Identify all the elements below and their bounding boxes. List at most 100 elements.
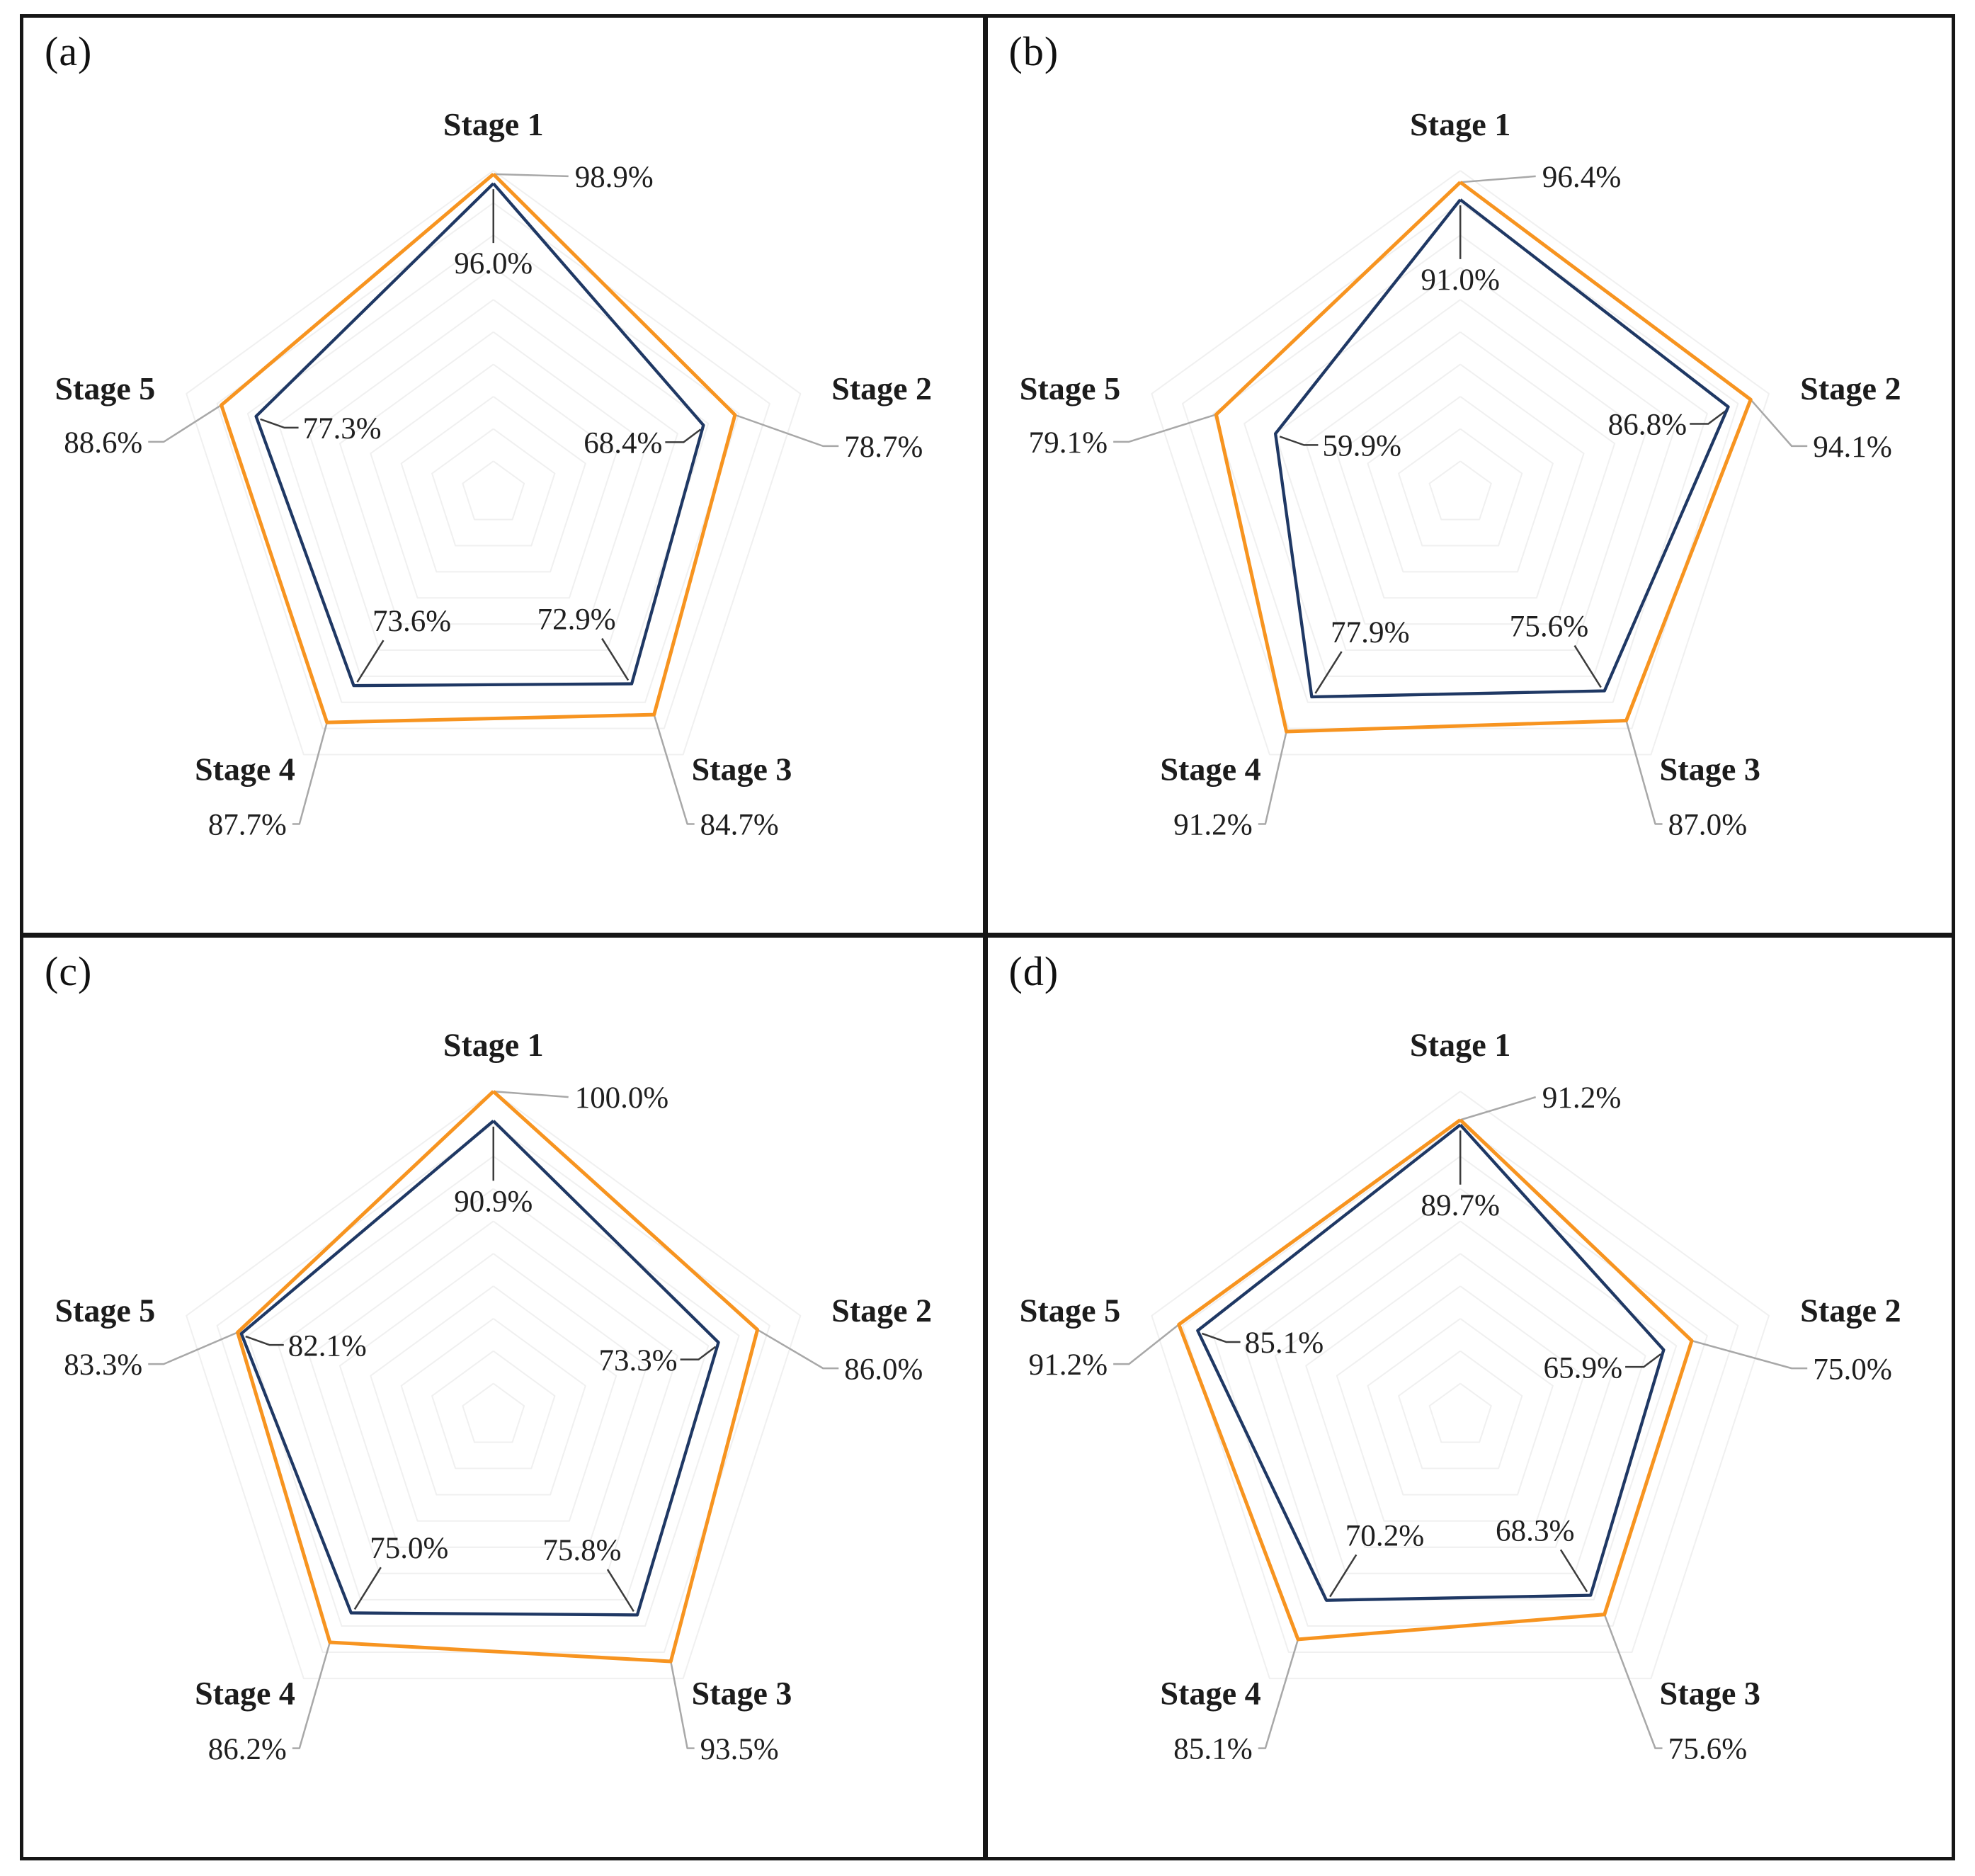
value-label-inner: 73.6% (372, 605, 451, 638)
stage-axis-label: Stage 4 (1160, 1675, 1260, 1711)
leader-line-inner (1573, 644, 1602, 688)
stage-axis-label: Stage 1 (1409, 106, 1510, 142)
value-label-outer: 93.5% (700, 1732, 779, 1766)
leader-line-outer (756, 1328, 839, 1369)
grid-ring (400, 396, 586, 573)
value-label-inner: 85.1% (1244, 1326, 1324, 1360)
value-label-inner: 72.9% (537, 603, 616, 637)
leader-line-outer (734, 414, 839, 448)
value-label-inner: 90.9% (454, 1185, 533, 1218)
value-label-inner: 75.0% (370, 1532, 448, 1565)
radar-chart-b: 96.4% 91.0% Stage 1 94.1% 86.8% Stage 2 87.0% 7… (1019, 106, 1901, 842)
radar-panel-c: 100.0% 90.9% Stage 1 86.0% 73.3% Stage 2 93.5%… (23, 937, 988, 1857)
grid-ring (1397, 1350, 1522, 1469)
value-label-inner: 68.4% (584, 426, 662, 460)
leader-line-inner (1624, 1353, 1661, 1368)
grid-ring (431, 1350, 556, 1469)
series-outer-polygon (220, 173, 737, 724)
leader-line-outer (1749, 399, 1807, 448)
leader-line-inner (260, 418, 299, 429)
value-label-outer: 94.1% (1813, 431, 1892, 464)
value-label-inner: 91.0% (1421, 263, 1500, 297)
grid-ring (1150, 1090, 1770, 1679)
leader-line-inner (1689, 410, 1726, 425)
grid-ring (246, 1155, 740, 1627)
value-label-inner: 65.9% (1543, 1351, 1622, 1385)
series-outer-polygon (236, 1089, 760, 1664)
leader-line-outer (653, 714, 695, 825)
leader-line-outer (670, 1661, 695, 1749)
panel-letter-d: (d) (1008, 948, 1059, 994)
stage-axis-label: Stage 5 (55, 1292, 156, 1328)
value-label-outer: 96.4% (1542, 161, 1621, 194)
leader-line-outer (493, 1090, 569, 1098)
leader-line-outer (1603, 1613, 1663, 1749)
grid-ring (246, 234, 740, 703)
grid-ring (370, 1285, 617, 1522)
radar-panel-d: 91.2% 89.7% Stage 1 75.0% 65.9% Stage 2 75.6% 6… (987, 937, 1952, 1857)
grid-ring (338, 331, 648, 625)
value-label-outer: 87.0% (1668, 809, 1747, 842)
value-label-outer: 86.0% (844, 1353, 923, 1386)
series-inner-polygon (254, 182, 705, 688)
leader-line-inner (353, 1566, 382, 1610)
stage-axis-label: Stage 5 (1019, 1292, 1120, 1328)
grid-ring (1336, 363, 1585, 599)
grid-ring (1274, 1220, 1646, 1574)
stage-axis-label: Stage 4 (195, 1675, 295, 1711)
leader-line-outer (292, 1642, 331, 1749)
figure-grid: 98.9% 96.0% Stage 1 78.7% 68.4% Stage 2 84.7% 7… (20, 14, 1955, 1860)
radar-panel-b: 96.4% 91.0% Stage 1 94.1% 86.8% Stage 2 87.0% 7… (987, 18, 1952, 938)
leader-line-outer (148, 404, 222, 443)
leader-line-outer (1258, 1638, 1299, 1749)
leader-line-inner (601, 637, 630, 681)
value-label-outer: 86.2% (208, 1732, 287, 1766)
grid-ring (1212, 1155, 1708, 1627)
value-label-outer: 88.6% (64, 426, 142, 460)
stage-axis-label: Stage 2 (1800, 370, 1901, 407)
value-label-outer: 78.7% (844, 431, 923, 464)
stage-axis-label: Stage 2 (831, 1292, 932, 1328)
radar-chart-a: 98.9% 96.0% Stage 1 78.7% 68.4% Stage 2 84.7% 7… (55, 106, 932, 841)
radar-chart-c: 100.0% 90.9% Stage 1 86.0% 73.3% Stage 2 93.5%… (55, 1026, 933, 1766)
grid-ring (1243, 266, 1677, 677)
value-label-inner: 77.3% (303, 412, 382, 445)
value-label-outer: 98.9% (575, 161, 654, 194)
leader-line-outer (1624, 720, 1663, 825)
leader-line-outer (292, 722, 328, 825)
leader-line-inner (606, 1568, 634, 1612)
value-label-outer: 91.2% (1173, 809, 1253, 842)
leader-line-outer (1112, 1323, 1180, 1365)
series-inner-polygon (1195, 1123, 1666, 1602)
leader-line-inner (245, 1335, 284, 1346)
grid-ring (1243, 1188, 1677, 1601)
leader-line-inner (356, 639, 385, 683)
stage-axis-label: Stage 3 (1659, 1675, 1760, 1711)
grid-ring (1428, 1382, 1492, 1443)
value-label-outer: 100.0% (575, 1081, 669, 1115)
value-label-outer: 79.1% (1028, 426, 1108, 460)
stage-axis-label: Stage 1 (1409, 1026, 1510, 1062)
grid-ring (1366, 1317, 1554, 1496)
value-label-inner: 75.8% (542, 1533, 621, 1567)
stage-axis-label: Stage 4 (1160, 751, 1260, 788)
grid-ring (338, 1252, 648, 1548)
grid-ring (186, 170, 802, 756)
leader-line-outer (1459, 1096, 1536, 1121)
grid-ring (1428, 460, 1492, 521)
series-outer-polygon (1176, 1118, 1694, 1641)
stage-axis-label: Stage 4 (195, 751, 295, 788)
panel-letter-c: (c) (45, 948, 93, 994)
leader-line-inner (1279, 436, 1318, 446)
leader-line-inner (680, 1346, 717, 1360)
value-label-outer: 75.0% (1813, 1352, 1892, 1386)
grid-ring (431, 428, 556, 547)
value-label-inner: 59.9% (1322, 430, 1401, 463)
radar-chart-d: 91.2% 89.7% Stage 1 75.0% 65.9% Stage 2 75.6% 6… (1019, 1026, 1901, 1766)
grid-ring (462, 460, 525, 521)
value-label-inner: 77.9% (1330, 616, 1409, 649)
value-label-inner: 70.2% (1345, 1518, 1424, 1552)
leader-line-outer (1691, 1339, 1807, 1369)
value-label-inner: 89.7% (1421, 1188, 1500, 1222)
stage-axis-label: Stage 2 (831, 370, 932, 407)
